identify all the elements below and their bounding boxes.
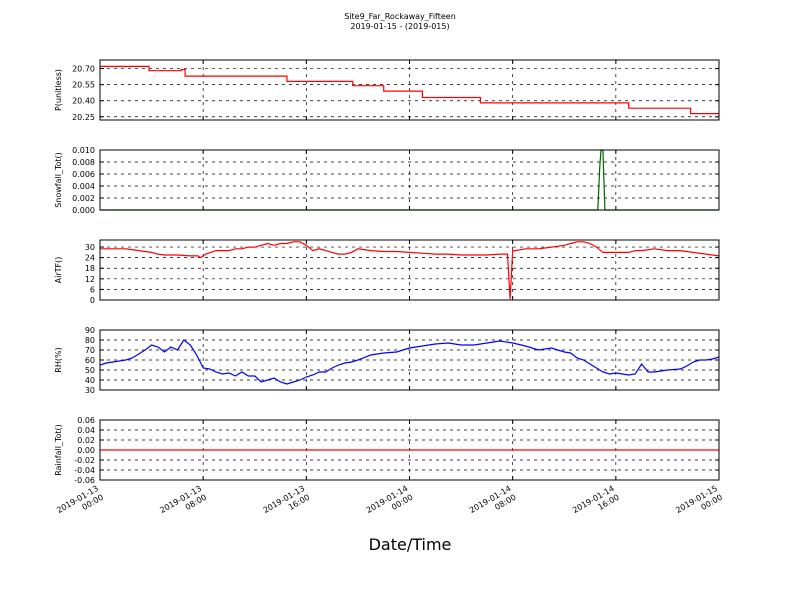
y-tick-label: 20.55: [72, 81, 95, 90]
y-tick-label: 0.000: [72, 206, 95, 215]
y-tick-label: 18: [85, 264, 95, 273]
y-tick-label: 0.006: [72, 170, 95, 179]
y-tick-label: 0.010: [72, 146, 95, 155]
y-axis-label: Rainfall_Tot(): [54, 424, 63, 476]
y-tick-label: 0.06: [77, 416, 95, 425]
chart-title: Site9_Far_Rockaway_Fifteen: [344, 12, 456, 21]
x-axis-label: Date/Time: [369, 535, 452, 554]
y-tick-label: 12: [85, 275, 95, 284]
y-tick-label: -0.02: [74, 456, 95, 465]
y-tick-label: 20.40: [72, 97, 95, 106]
y-tick-label: 20.25: [72, 113, 95, 122]
panels: 20.70 20.55 20.40 20.25 P(unitless) 0.010 0.00…: [54, 59, 720, 485]
y-tick-label: 24: [85, 254, 95, 263]
panel-0: 20.70 20.55 20.40 20.25 P(unitless): [54, 59, 720, 122]
y-tick-label: 0: [90, 296, 95, 305]
y-tick-label: 0.008: [72, 158, 95, 167]
y-tick-label: 30: [85, 386, 95, 395]
y-tick-label: 20.70: [72, 65, 95, 74]
x-tick-label: 2019-01-1408:00: [468, 484, 518, 524]
y-tick-label: 0.00: [77, 446, 95, 455]
y-tick-label: 0.004: [72, 182, 95, 191]
x-tick-label: 2019-01-1300:00: [55, 484, 105, 524]
chart-subtitle: 2019-01-15 - (2019-015): [350, 22, 449, 31]
y-tick-label: 40: [85, 376, 95, 385]
panel-frame: [99, 239, 720, 301]
panel-frame: [99, 419, 720, 481]
x-tick-labels: 2019-01-1300:00 2019-01-1308:00 2019-01-13…: [55, 484, 724, 524]
y-tick-label: 80: [85, 336, 95, 345]
y-tick-label: -0.04: [74, 466, 95, 475]
y-tick-label: 30: [85, 243, 95, 252]
y-tick-label: 50: [85, 366, 95, 375]
y-tick-label: -0.06: [74, 476, 95, 485]
panel-frame: [99, 59, 720, 121]
y-tick-label: 70: [85, 346, 95, 355]
y-tick-label: 0.02: [77, 436, 95, 445]
y-axis-label: P(unitless): [54, 69, 63, 111]
x-tick-label: 2019-01-1500:00: [674, 484, 724, 524]
x-tick-label: 2019-01-1316:00: [262, 484, 312, 524]
y-tick-label: 0.04: [77, 426, 95, 435]
panel-frame: [99, 329, 720, 391]
series-line: [100, 241, 720, 300]
y-tick-label: 0.002: [72, 194, 95, 203]
y-tick-label: 90: [85, 326, 95, 335]
x-tick-label: 2019-01-1400:00: [365, 484, 415, 524]
y-axis-label: AirTF(): [54, 257, 63, 284]
y-tick-label: 6: [90, 285, 95, 294]
y-tick-label: 60: [85, 356, 95, 365]
y-axis-label: Snowfall_Tot(): [54, 152, 63, 208]
series-line: [99, 339, 720, 385]
x-tick-label: 2019-01-1308:00: [158, 484, 208, 524]
y-axis-label: RH(%): [54, 347, 63, 372]
series-line: [100, 65, 719, 115]
panel-4: 0.060.040.020.00-0.02-0.04-0.06 Rainfall_…: [54, 416, 720, 485]
panel-1: 0.010 0.008 0.006 0.004 0.002 0.000 Snowfall_T…: [54, 146, 720, 215]
panel-frame: [99, 149, 720, 211]
x-tick-label: 2019-01-1416:00: [571, 484, 621, 524]
